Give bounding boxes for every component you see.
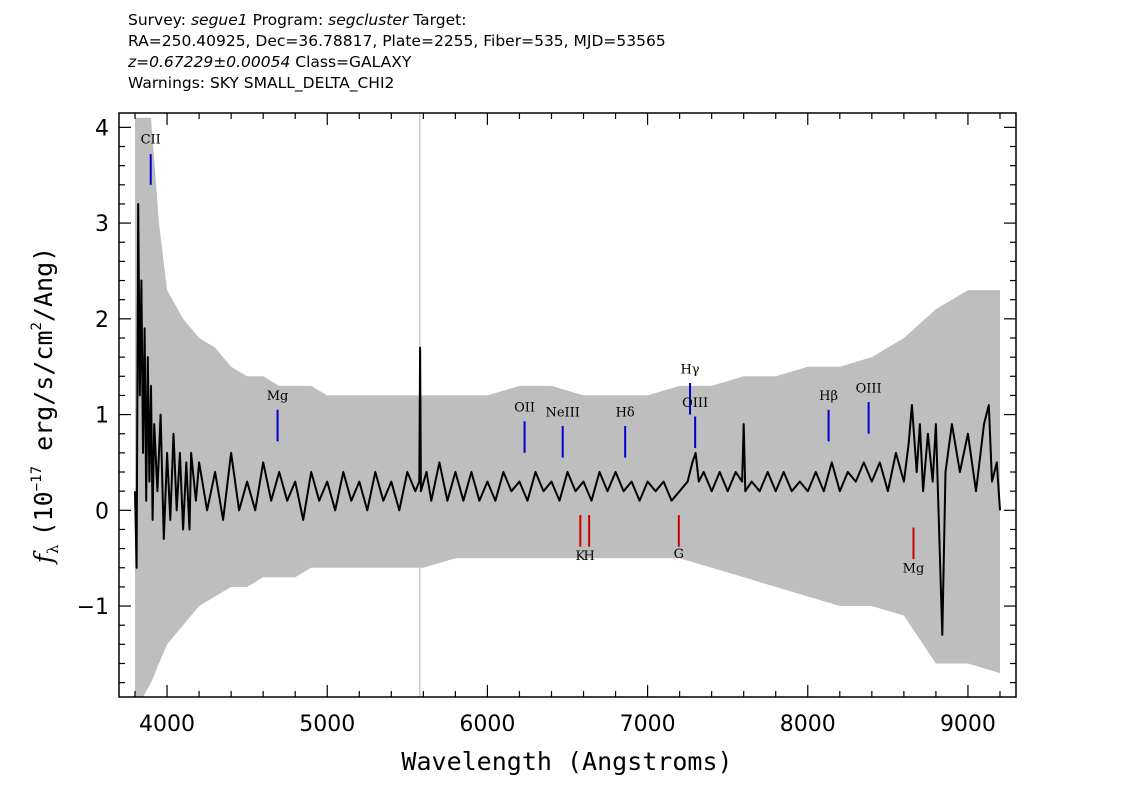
y-tick-label: 0 <box>95 499 109 524</box>
y-title-unit-b: erg/s/cm <box>29 331 58 466</box>
survey-label: Survey: <box>128 11 187 29</box>
y-tick-label: 3 <box>95 212 109 237</box>
absorption-line-label-12: Mg <box>903 562 925 577</box>
y-tick-label: 1 <box>95 404 109 429</box>
y-title-f: f <box>29 550 58 565</box>
emission-line-label-5: Hγ <box>680 362 699 377</box>
x-tick-label: 5000 <box>299 712 355 737</box>
emission-line-label-6: OIII <box>682 396 708 411</box>
absorption-line-label-10: H <box>583 549 594 564</box>
plot-border <box>118 112 1017 698</box>
emission-line-label-4: Hδ <box>616 405 635 420</box>
y-title-unit-a: (10 <box>29 491 58 536</box>
flux-line-0 <box>134 203 1001 636</box>
class-value: Class=GALAXY <box>295 53 412 71</box>
y-tick-label: 4 <box>95 116 109 141</box>
y-axis-ticks: −1 0 1 2 3 4 <box>77 116 1016 684</box>
error-envelope <box>135 117 1000 698</box>
absorption-line-label-11: G <box>674 547 684 562</box>
header-line-coordinates: RA=250.40925, Dec=36.78817, Plate=2255, … <box>128 32 666 50</box>
x-tick-label: 7000 <box>620 712 676 737</box>
emission-line-label-0: CII <box>141 133 161 148</box>
y-axis-title: fλ (10−17 erg/s/cm2/Ang) <box>29 247 62 565</box>
plot-frame <box>118 112 1017 698</box>
program-label: Program: <box>252 11 324 29</box>
x-tick-label: 9000 <box>940 712 996 737</box>
emission-line-label-7: Hβ <box>819 389 838 404</box>
header-line-survey: Survey: segue1 Program: segcluster Targe… <box>128 10 666 31</box>
x-axis-title: Wavelength (Angstroms) <box>401 747 732 776</box>
redshift-value: z=0.67229±0.00054 <box>128 53 291 71</box>
flux-series <box>134 203 1001 636</box>
y-title-exp-b: 2 <box>29 322 45 330</box>
header-line-warnings: Warnings: SKY SMALL_DELTA_CHI2 <box>128 74 395 92</box>
emission-line-label-1: Mg <box>267 389 289 404</box>
x-tick-label: 6000 <box>459 712 515 737</box>
error-band <box>135 117 1000 698</box>
target-label: Target: <box>413 11 467 29</box>
emission-line-label-8: OIII <box>856 382 882 397</box>
x-tick-label: 4000 <box>139 712 195 737</box>
spectrum-header: Survey: segue1 Program: segcluster Targe… <box>128 10 666 94</box>
y-title-lambda: λ <box>44 544 62 554</box>
spectral-line-annotations: CII Mg OII NeIII Hδ Hγ OIII Hβ OIII KH G Mg <box>141 133 925 577</box>
y-tick-label: −1 <box>77 595 109 620</box>
absorption-line-label-9: K <box>575 549 585 564</box>
program-value: segcluster <box>328 11 409 29</box>
x-axis-ticks: 4000 5000 6000 7000 8000 9000 <box>134 113 1001 737</box>
y-tick-label: 2 <box>95 308 109 333</box>
y-title-unit-c: /Ang) <box>29 247 58 322</box>
emission-line-label-3: NeIII <box>545 405 579 420</box>
survey-value: segue1 <box>190 11 248 29</box>
x-tick-label: 8000 <box>780 712 836 737</box>
y-title-exp-a: −17 <box>29 466 45 491</box>
emission-line-label-2: OII <box>514 401 535 416</box>
header-line-redshift: z=0.67229±0.00054 Class=GALAXY <box>128 52 666 73</box>
